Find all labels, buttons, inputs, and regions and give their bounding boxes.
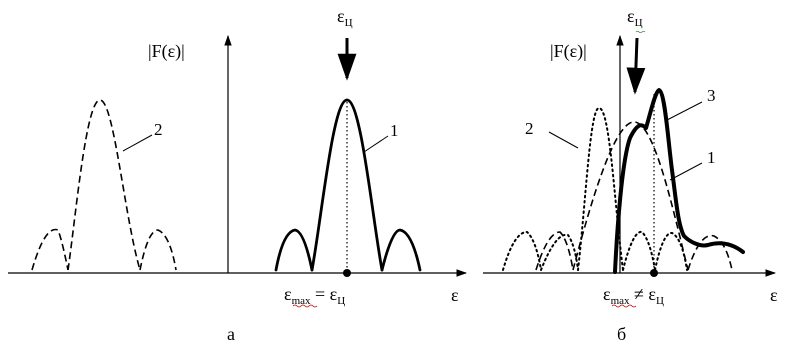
caption-a: а (227, 324, 235, 344)
eps-c-arrow-b (626, 37, 646, 95)
y-axis-label-a: |F(ε)| (148, 41, 185, 62)
leader-1-a (363, 135, 389, 153)
max-point-a (343, 269, 351, 277)
leader-2-a (122, 134, 153, 152)
equation-a: εmax = εЦ (284, 284, 345, 308)
leader-2-b (548, 131, 579, 149)
svg-text:εЦ: εЦ (627, 6, 643, 29)
curve-2-label-b: 2 (525, 119, 534, 138)
y-axis-label-b: |F(ε)| (550, 41, 587, 62)
svg-text:εmax = εЦ: εmax = εЦ (284, 284, 345, 307)
eps-c-label-a: εЦ (337, 6, 353, 29)
leader-3-b (666, 101, 703, 121)
curve-1-label-b: 1 (707, 148, 716, 167)
x-axis-label-b: ε (770, 285, 778, 305)
curve-1-a (274, 98, 422, 272)
eps-c-label-b: εЦ (627, 6, 646, 34)
panel-b: |F(ε)| εЦ 2 3 (483, 6, 778, 344)
curve-3-label-b: 3 (707, 86, 716, 105)
svg-text:εmax ≠ εЦ: εmax ≠ εЦ (603, 284, 664, 307)
curve-3-b (613, 88, 745, 274)
equation-b: εmax ≠ εЦ (603, 284, 664, 308)
svg-text:εЦ: εЦ (337, 6, 353, 29)
panel-a: |F(ε)| εЦ 2 1 εmax = εЦ ε (8, 6, 468, 344)
curve-2-label-a: 2 (154, 120, 163, 139)
leader-1-b (669, 162, 703, 181)
curve-1-b (535, 121, 733, 271)
x-axis-label-a: ε (451, 285, 459, 305)
max-point-b (650, 269, 658, 277)
curve-2-a (31, 99, 177, 271)
curve-1-label-a: 1 (390, 121, 399, 140)
caption-b: б (617, 324, 626, 344)
